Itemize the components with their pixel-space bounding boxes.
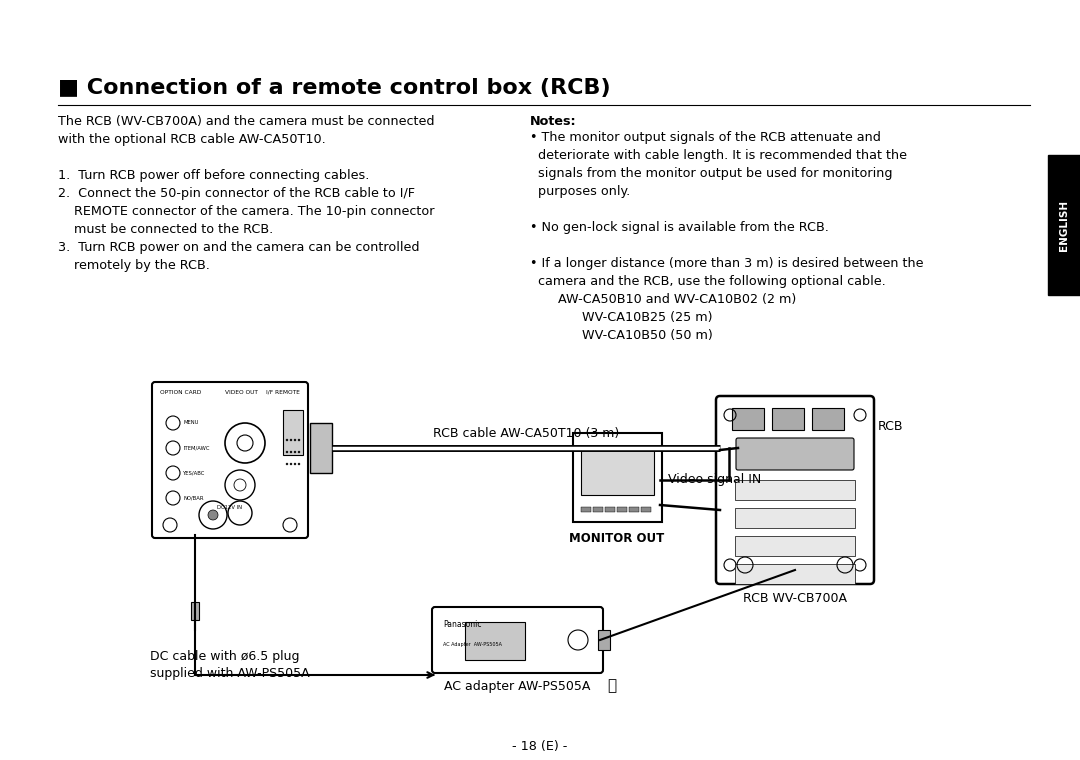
FancyBboxPatch shape bbox=[152, 382, 308, 538]
Text: ■ Connection of a remote control box (RCB): ■ Connection of a remote control box (RC… bbox=[58, 78, 610, 98]
FancyBboxPatch shape bbox=[735, 438, 854, 470]
Bar bbox=[465, 622, 525, 660]
Circle shape bbox=[294, 463, 296, 465]
Bar bbox=[735, 480, 855, 500]
FancyBboxPatch shape bbox=[573, 433, 662, 522]
Bar bbox=[310, 423, 332, 473]
Circle shape bbox=[298, 439, 300, 441]
Bar bbox=[191, 602, 199, 620]
Text: DC cable with ø6.5 plug
supplied with AW-PS505A: DC cable with ø6.5 plug supplied with AW… bbox=[150, 650, 310, 680]
Bar bbox=[283, 410, 303, 455]
Bar bbox=[732, 408, 764, 430]
Circle shape bbox=[291, 451, 292, 453]
Bar bbox=[735, 536, 855, 556]
Circle shape bbox=[208, 510, 218, 520]
Bar bbox=[812, 408, 843, 430]
Text: YES/ABC: YES/ABC bbox=[183, 470, 205, 476]
Text: VIDEO OUT: VIDEO OUT bbox=[225, 390, 258, 395]
Circle shape bbox=[294, 451, 296, 453]
FancyBboxPatch shape bbox=[432, 607, 603, 673]
Bar bbox=[581, 507, 591, 512]
Text: MONITOR OUT: MONITOR OUT bbox=[569, 532, 664, 545]
Text: - 18 (E) -: - 18 (E) - bbox=[512, 740, 568, 753]
Bar bbox=[581, 447, 654, 495]
Text: • The monitor output signals of the RCB attenuate and
  deteriorate with cable l: • The monitor output signals of the RCB … bbox=[530, 131, 923, 342]
Text: ENGLISH: ENGLISH bbox=[1059, 199, 1069, 251]
Text: OPTION CARD: OPTION CARD bbox=[160, 390, 201, 395]
Circle shape bbox=[286, 463, 288, 465]
Text: ITEM/AWC: ITEM/AWC bbox=[183, 445, 210, 451]
Bar bbox=[1048, 155, 1080, 295]
Bar bbox=[605, 507, 615, 512]
Circle shape bbox=[298, 463, 300, 465]
Bar bbox=[629, 507, 639, 512]
Circle shape bbox=[291, 439, 292, 441]
Bar bbox=[735, 508, 855, 528]
Text: RCB: RCB bbox=[878, 420, 904, 433]
Text: AC adapter AW-PS505A: AC adapter AW-PS505A bbox=[444, 680, 590, 693]
Circle shape bbox=[291, 463, 292, 465]
Circle shape bbox=[286, 451, 288, 453]
Text: Notes:: Notes: bbox=[530, 115, 577, 128]
Text: NO/BAR: NO/BAR bbox=[183, 496, 203, 501]
Text: The RCB (WV-CB700A) and the camera must be connected
with the optional RCB cable: The RCB (WV-CB700A) and the camera must … bbox=[58, 115, 434, 272]
Text: MENU: MENU bbox=[183, 420, 199, 426]
Text: AC Adapter  AW-PS505A: AC Adapter AW-PS505A bbox=[443, 642, 502, 647]
Text: Panasonic: Panasonic bbox=[443, 620, 482, 629]
Bar bbox=[593, 507, 603, 512]
Bar bbox=[598, 630, 610, 650]
Circle shape bbox=[294, 439, 296, 441]
Bar bbox=[617, 507, 627, 512]
Bar bbox=[735, 564, 855, 584]
Text: ⏻: ⏻ bbox=[607, 678, 617, 693]
Text: RCB WV-CB700A: RCB WV-CB700A bbox=[743, 592, 847, 605]
Bar bbox=[720, 434, 738, 462]
Bar bbox=[642, 507, 651, 512]
Text: DC12V IN: DC12V IN bbox=[217, 505, 242, 510]
Text: RCB cable AW-CA50T10 (3 m): RCB cable AW-CA50T10 (3 m) bbox=[433, 427, 619, 440]
Text: I/F REMOTE: I/F REMOTE bbox=[266, 390, 300, 395]
Text: Video signal IN: Video signal IN bbox=[669, 473, 761, 486]
FancyBboxPatch shape bbox=[716, 396, 874, 584]
Bar bbox=[772, 408, 804, 430]
Circle shape bbox=[286, 439, 288, 441]
Circle shape bbox=[298, 451, 300, 453]
